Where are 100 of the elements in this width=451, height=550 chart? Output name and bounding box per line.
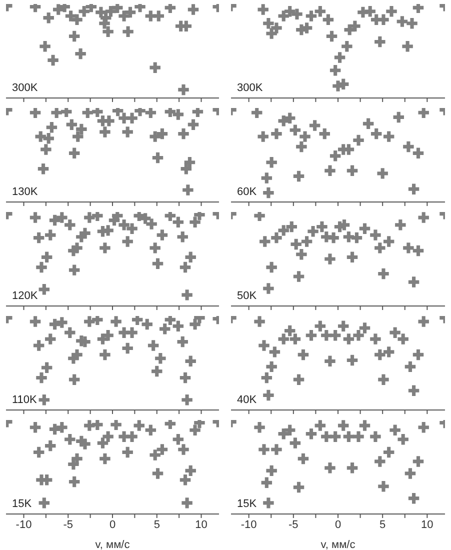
- point: [148, 340, 159, 351]
- point: [134, 420, 144, 431]
- point: [330, 431, 341, 442]
- annotation: 15K: [12, 498, 32, 510]
- point: [396, 16, 408, 27]
- point: [322, 14, 334, 26]
- point: [266, 361, 277, 372]
- point: [122, 446, 133, 458]
- point: [102, 431, 114, 442]
- point: [43, 133, 54, 144]
- point: [324, 462, 336, 474]
- annotation: 300K: [237, 82, 263, 94]
- point: [72, 349, 82, 360]
- point: [408, 492, 420, 504]
- point: [412, 245, 424, 256]
- point: [36, 262, 47, 273]
- point: [36, 372, 47, 384]
- point: [404, 468, 416, 479]
- x-axis-title: v, мм/с: [320, 539, 356, 550]
- annotation: 300K: [12, 82, 38, 94]
- point: [293, 374, 304, 385]
- point: [398, 334, 408, 344]
- point: [172, 434, 184, 445]
- point: [126, 112, 138, 124]
- point: [403, 141, 414, 152]
- x-tick-label: 5: [154, 518, 160, 531]
- point: [359, 322, 370, 334]
- point: [30, 316, 41, 327]
- point: [293, 482, 304, 493]
- x-tick-label: 5: [380, 518, 386, 531]
- point: [374, 242, 386, 254]
- point: [408, 184, 420, 194]
- x-tick-label: -10: [16, 518, 32, 531]
- point: [378, 14, 389, 26]
- annotation: 60K: [237, 186, 257, 198]
- point: [190, 318, 200, 330]
- point: [40, 144, 52, 155]
- point: [390, 327, 400, 338]
- point: [324, 356, 336, 367]
- x-tick-label: 0: [334, 518, 342, 531]
- point: [100, 349, 110, 360]
- point: [377, 168, 388, 179]
- point: [150, 242, 160, 254]
- point: [412, 349, 424, 360]
- point: [41, 362, 52, 373]
- point: [43, 12, 54, 24]
- point: [378, 268, 389, 280]
- point: [60, 108, 72, 118]
- point: [172, 320, 184, 332]
- point: [152, 258, 164, 269]
- point: [296, 141, 307, 152]
- point: [64, 220, 76, 230]
- point: [180, 474, 191, 486]
- point: [100, 12, 112, 24]
- point: [293, 271, 304, 282]
- point: [192, 108, 204, 118]
- point: [122, 126, 133, 138]
- point: [150, 450, 160, 460]
- point: [374, 349, 386, 360]
- point: [33, 232, 44, 244]
- point: [321, 431, 332, 442]
- point: [292, 8, 302, 20]
- point: [156, 444, 168, 455]
- point: [338, 420, 349, 431]
- point: [92, 108, 103, 118]
- point: [374, 36, 386, 48]
- point: [56, 212, 68, 223]
- point: [155, 353, 166, 364]
- point: [45, 334, 56, 344]
- point: [260, 236, 270, 247]
- point: [263, 283, 274, 294]
- point: [38, 163, 49, 174]
- point: [97, 438, 108, 448]
- point: [45, 440, 56, 452]
- point: [41, 252, 52, 263]
- point: [408, 276, 420, 288]
- point: [156, 230, 168, 240]
- point: [266, 157, 277, 168]
- point: [64, 434, 76, 445]
- point: [278, 10, 289, 22]
- point: [38, 498, 50, 508]
- point: [153, 10, 164, 22]
- point: [314, 420, 326, 431]
- point: [343, 431, 354, 442]
- point: [359, 223, 370, 234]
- point: [178, 444, 189, 455]
- point: [152, 468, 164, 479]
- point: [72, 453, 82, 464]
- point: [370, 431, 381, 442]
- point: [182, 394, 192, 406]
- point: [383, 346, 394, 358]
- point: [56, 317, 68, 328]
- point: [72, 131, 84, 142]
- point: [182, 184, 194, 196]
- point: [30, 108, 41, 118]
- point: [177, 336, 188, 348]
- point: [364, 6, 376, 17]
- point: [263, 390, 274, 401]
- point: [185, 252, 196, 263]
- point: [80, 228, 90, 239]
